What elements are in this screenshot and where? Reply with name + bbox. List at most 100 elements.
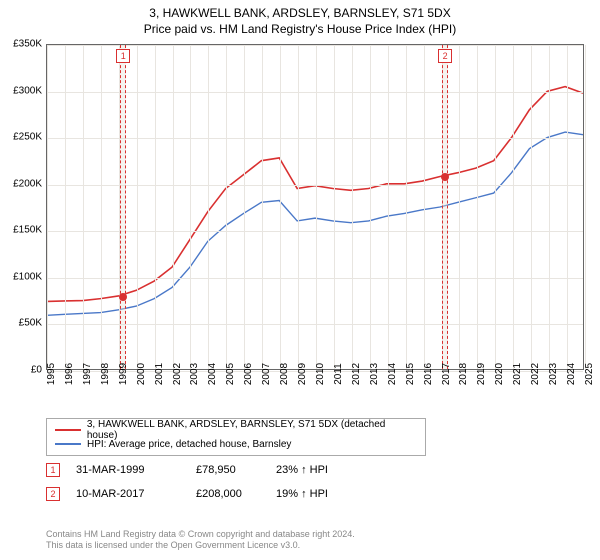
gridline-vertical xyxy=(388,45,389,369)
gridline-vertical xyxy=(47,45,48,369)
gridline-vertical xyxy=(173,45,174,369)
sale-price: £78,950 xyxy=(196,464,276,476)
x-tick-label: 2018 xyxy=(458,363,469,385)
footer: Contains HM Land Registry data © Crown c… xyxy=(46,529,355,552)
x-tick-label: 2012 xyxy=(351,363,362,385)
title-area: 3, HAWKWELL BANK, ARDSLEY, BARNSLEY, S71… xyxy=(0,0,600,38)
y-axis: £0£50K£100K£150K£200K£250K£300K£350K xyxy=(0,44,46,370)
sales-table: 131-MAR-1999£78,95023% ↑ HPI 210-MAR-2017… xyxy=(46,460,366,508)
x-tick-label: 2022 xyxy=(530,363,541,385)
gridline-vertical xyxy=(585,45,586,369)
sale-date: 31-MAR-1999 xyxy=(76,464,196,476)
gridline-vertical xyxy=(298,45,299,369)
gridline-vertical xyxy=(208,45,209,369)
legend: 3, HAWKWELL BANK, ARDSLEY, BARNSLEY, S71… xyxy=(46,418,426,456)
gridline-vertical xyxy=(459,45,460,369)
gridline-vertical xyxy=(352,45,353,369)
x-tick-label: 2019 xyxy=(476,363,487,385)
gridline-vertical xyxy=(567,45,568,369)
y-tick-label: £350K xyxy=(13,39,42,50)
sale-diff: 19% ↑ HPI xyxy=(276,488,366,500)
y-tick-label: £250K xyxy=(13,132,42,143)
sale-row: 210-MAR-2017£208,00019% ↑ HPI xyxy=(46,484,366,504)
x-axis: 1995199619971998199920002001200220032004… xyxy=(46,370,584,420)
chart-svg xyxy=(47,45,583,369)
x-tick-label: 2008 xyxy=(279,363,290,385)
sale-diff: 23% ↑ HPI xyxy=(276,464,366,476)
gridline-horizontal xyxy=(47,231,583,232)
gridline-vertical xyxy=(549,45,550,369)
x-tick-label: 2000 xyxy=(136,363,147,385)
x-tick-label: 2001 xyxy=(154,363,165,385)
x-tick-label: 2010 xyxy=(315,363,326,385)
sale-row: 131-MAR-1999£78,95023% ↑ HPI xyxy=(46,460,366,480)
gridline-vertical xyxy=(513,45,514,369)
gridline-vertical xyxy=(280,45,281,369)
footer-line1: Contains HM Land Registry data © Crown c… xyxy=(46,529,355,541)
gridline-horizontal xyxy=(47,278,583,279)
legend-row: 3, HAWKWELL BANK, ARDSLEY, BARNSLEY, S71… xyxy=(55,423,417,437)
gridline-vertical xyxy=(190,45,191,369)
sale-price: £208,000 xyxy=(196,488,276,500)
x-tick-label: 2006 xyxy=(243,363,254,385)
y-tick-label: £150K xyxy=(13,225,42,236)
gridline-horizontal xyxy=(47,92,583,93)
legend-swatch xyxy=(55,429,81,431)
series-line-property xyxy=(47,87,583,302)
sale-marker-band xyxy=(120,45,126,369)
x-tick-label: 1996 xyxy=(64,363,75,385)
gridline-vertical xyxy=(334,45,335,369)
gridline-vertical xyxy=(477,45,478,369)
sale-marker-dot xyxy=(441,173,449,181)
x-tick-label: 2004 xyxy=(207,363,218,385)
legend-swatch xyxy=(55,443,81,445)
x-tick-label: 2014 xyxy=(387,363,398,385)
gridline-vertical xyxy=(406,45,407,369)
gridline-vertical xyxy=(316,45,317,369)
x-tick-label: 1999 xyxy=(118,363,129,385)
x-tick-label: 2015 xyxy=(405,363,416,385)
x-tick-label: 2020 xyxy=(494,363,505,385)
x-tick-label: 2021 xyxy=(512,363,523,385)
series-line-hpi xyxy=(47,132,583,315)
gridline-vertical xyxy=(244,45,245,369)
sale-marker-label: 2 xyxy=(438,49,452,63)
sale-number-box: 2 xyxy=(46,487,60,501)
x-tick-label: 2007 xyxy=(261,363,272,385)
x-tick-label: 2025 xyxy=(584,363,595,385)
x-tick-label: 2016 xyxy=(423,363,434,385)
x-tick-label: 2013 xyxy=(369,363,380,385)
y-tick-label: £300K xyxy=(13,85,42,96)
y-tick-label: £100K xyxy=(13,271,42,282)
gridline-vertical xyxy=(424,45,425,369)
x-tick-label: 2011 xyxy=(333,363,344,385)
sale-marker-dot xyxy=(119,293,127,301)
title-address: 3, HAWKWELL BANK, ARDSLEY, BARNSLEY, S71… xyxy=(10,6,590,20)
y-tick-label: £50K xyxy=(19,318,42,329)
gridline-vertical xyxy=(101,45,102,369)
x-tick-label: 2017 xyxy=(441,363,452,385)
y-tick-label: £0 xyxy=(31,365,42,376)
gridline-horizontal xyxy=(47,185,583,186)
x-tick-label: 1997 xyxy=(82,363,93,385)
gridline-horizontal xyxy=(47,138,583,139)
title-subtitle: Price paid vs. HM Land Registry's House … xyxy=(10,22,590,36)
gridline-vertical xyxy=(155,45,156,369)
x-tick-label: 2024 xyxy=(566,363,577,385)
footer-line2: This data is licensed under the Open Gov… xyxy=(46,540,355,552)
gridline-vertical xyxy=(65,45,66,369)
gridline-horizontal xyxy=(47,45,583,46)
x-tick-label: 2002 xyxy=(172,363,183,385)
gridline-vertical xyxy=(226,45,227,369)
sale-marker-band xyxy=(442,45,448,369)
x-tick-label: 1998 xyxy=(100,363,111,385)
gridline-vertical xyxy=(531,45,532,369)
sale-marker-label: 1 xyxy=(116,49,130,63)
x-tick-label: 2023 xyxy=(548,363,559,385)
plot-area: 12 xyxy=(46,44,584,370)
y-tick-label: £200K xyxy=(13,178,42,189)
x-tick-label: 1995 xyxy=(46,363,57,385)
gridline-horizontal xyxy=(47,324,583,325)
x-tick-label: 2003 xyxy=(189,363,200,385)
x-tick-label: 2009 xyxy=(297,363,308,385)
